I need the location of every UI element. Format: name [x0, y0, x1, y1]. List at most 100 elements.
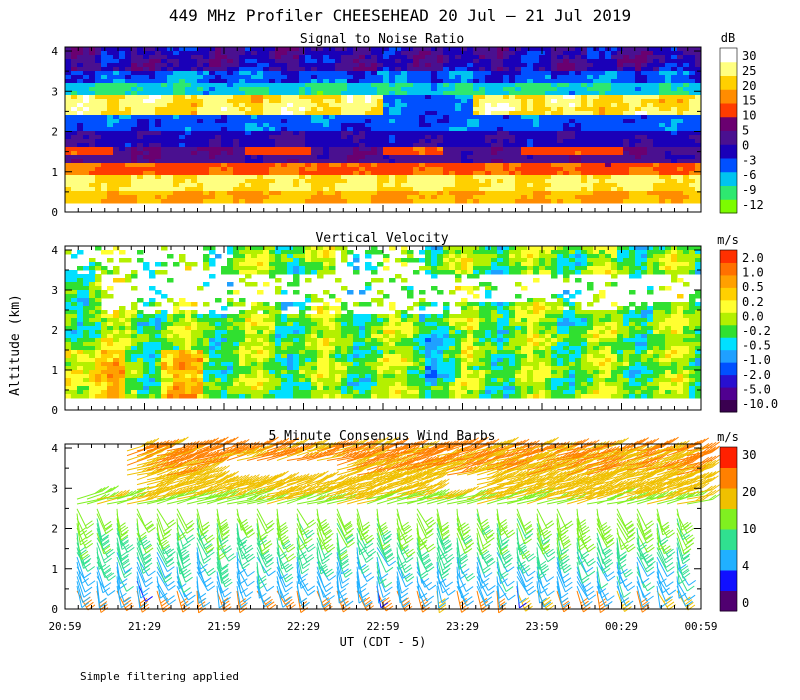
- wind-barb-flag: [237, 447, 246, 454]
- wind-barb-staff: [136, 537, 144, 559]
- wind-barb-staff: [156, 580, 168, 601]
- wind-barb-staff: [156, 556, 166, 578]
- wind-barb-flag: [221, 531, 230, 538]
- wind-barb-flag: [344, 484, 353, 491]
- wind-barb-staff: [86, 490, 112, 500]
- wind-barb-staff: [156, 576, 161, 599]
- wind-barb-flag: [261, 550, 270, 557]
- wind-barb-flag: [144, 544, 153, 551]
- wind-barb: [296, 581, 308, 604]
- wind-barb-staff: [266, 489, 293, 495]
- wind-barb-flag: [281, 536, 289, 543]
- wind-barb-staff: [176, 444, 203, 452]
- wind-barb-flag: [141, 606, 150, 613]
- wind-barb-staff: [296, 537, 301, 560]
- wind-barb-staff: [276, 478, 303, 486]
- wind-barb-flag: [262, 553, 270, 560]
- wind-barb-flag: [311, 452, 320, 459]
- wind-barb: [96, 523, 110, 546]
- wind-barb-flag: [124, 572, 132, 579]
- wind-barb-staff: [176, 518, 180, 541]
- wind-barb-flag: [240, 578, 248, 585]
- wind-barb-flag: [105, 548, 114, 555]
- wind-barb-flag: [267, 437, 276, 444]
- wind-barb-flag: [288, 473, 296, 479]
- wind-barb-flag: [301, 475, 309, 482]
- wind-barb-flag: [218, 470, 227, 477]
- colorbar-tick-label: -9: [742, 183, 756, 197]
- wind-barb-staff: [296, 581, 301, 604]
- colorbar-swatch: [720, 185, 737, 200]
- wind-barb-flag: [283, 543, 292, 550]
- panel-1: Signal to Noise Ratio01234dB302520151050…: [51, 31, 763, 219]
- wind-barb: [516, 571, 535, 592]
- wind-barb-flag: [82, 560, 90, 566]
- wind-barb-flag: [322, 558, 330, 565]
- wind-barb: [76, 508, 95, 529]
- wind-barb-staff: [236, 498, 263, 505]
- wind-barb-flag: [171, 438, 180, 445]
- wind-barb-staff: [266, 491, 293, 500]
- wind-barb-staff: [76, 576, 85, 598]
- wind-barb-flag: [205, 544, 214, 551]
- wind-barb-flag: [314, 440, 323, 447]
- wind-barb: [276, 508, 287, 532]
- wind-barb-flag: [282, 601, 291, 608]
- wind-barb-flag: [206, 547, 215, 553]
- wind-barb-flag: [266, 527, 274, 534]
- wind-barb-staff: [236, 523, 241, 546]
- wind-barb-flag: [121, 539, 129, 546]
- wind-barb-flag: [308, 546, 316, 553]
- wind-barb-staff: [196, 547, 201, 570]
- wind-barb-flag: [80, 550, 89, 557]
- wind-barb-staff: [246, 498, 273, 505]
- wind-barb: [236, 518, 256, 539]
- wind-barb-staff: [296, 523, 306, 544]
- wind-barb: [116, 508, 126, 532]
- wind-barb-staff: [326, 479, 353, 486]
- wind-barb: [196, 465, 230, 476]
- panel-3-data: [76, 436, 720, 614]
- wind-barb-flag: [241, 524, 249, 531]
- wind-barb-staff: [176, 552, 181, 575]
- wind-barb-staff: [116, 542, 123, 565]
- wind-barb-flag: [201, 446, 209, 453]
- wind-barb-flag: [103, 548, 112, 555]
- wind-barb-flag: [105, 528, 114, 535]
- wind-barb: [236, 474, 270, 486]
- wind-barb-flag: [323, 582, 332, 589]
- wind-barb-flag: [201, 452, 210, 458]
- wind-barb-flag: [526, 576, 534, 583]
- wind-barb-staff: [76, 561, 83, 584]
- wind-barb-staff: [166, 445, 193, 452]
- wind-barb-flag: [185, 441, 193, 448]
- wind-barb-staff: [126, 442, 153, 452]
- colorbar-tick-label: 5: [742, 124, 749, 138]
- wind-barb-flag: [221, 587, 229, 594]
- wind-barb-flag: [211, 437, 220, 444]
- wind-barb: [316, 523, 332, 545]
- wind-barb-flag: [184, 591, 193, 598]
- colorbar-swatch: [720, 349, 737, 363]
- wind-barb-flag: [281, 437, 290, 444]
- wind-barb-flag: [126, 585, 134, 592]
- wind-barb: [236, 552, 246, 575]
- wind-barb-staff: [156, 491, 183, 500]
- wind-barb-flag: [182, 446, 190, 453]
- wind-barb-flag: [565, 581, 573, 588]
- wind-barb-flag: [305, 538, 313, 545]
- wind-barb-staff: [96, 527, 104, 550]
- wind-barb-flag: [194, 465, 203, 472]
- wind-barb-flag: [143, 553, 151, 560]
- wind-barb-flag: [447, 589, 456, 596]
- wind-barb-staff: [316, 580, 329, 601]
- wind-barb-flag: [238, 568, 246, 575]
- wind-barb-flag: [139, 597, 148, 604]
- colorbar-tick-label: 0.5: [742, 280, 764, 294]
- wind-barb: [216, 571, 229, 594]
- wind-barb-staff: [176, 482, 203, 490]
- wind-barb-staff: [206, 486, 233, 495]
- wind-barb-flag: [221, 526, 230, 533]
- wind-barb-staff: [256, 518, 262, 541]
- wind-barb-staff: [196, 571, 209, 591]
